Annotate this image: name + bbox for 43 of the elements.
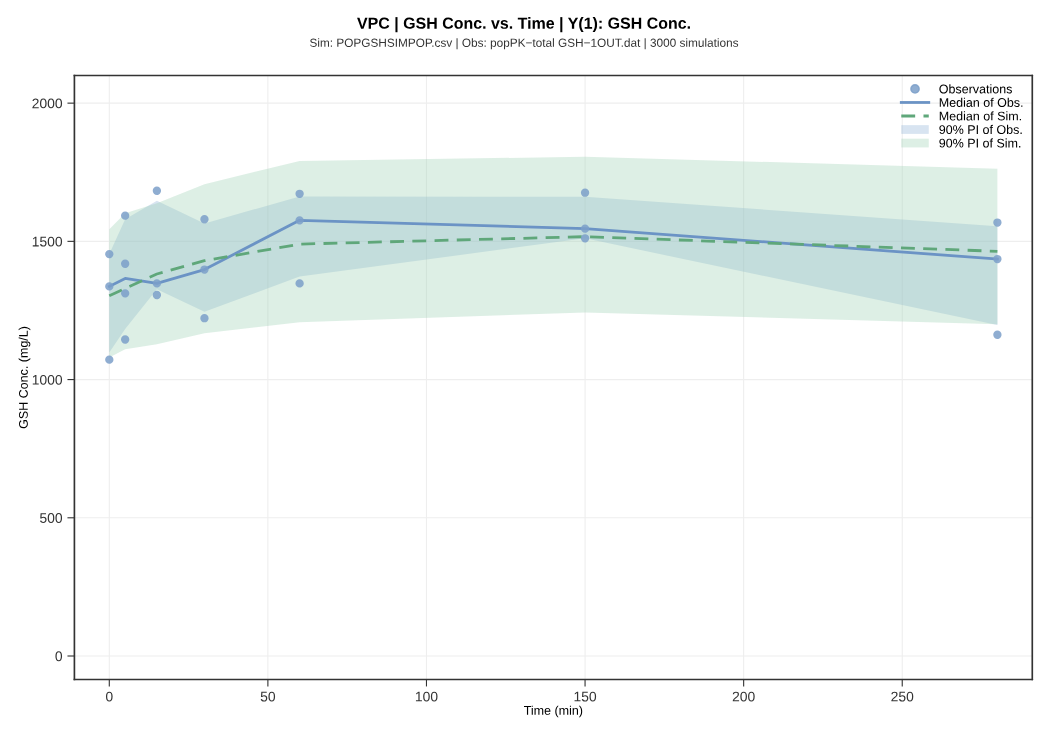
chart-subtitle: Sim: POPGSHSIMPOP.csv | Obs: popPK−total GSH−1OUT.dat | 3000 simulations [309, 38, 739, 50]
point [152, 186, 162, 195]
y-axis-title: GSH Conc. (mg/L) [18, 326, 31, 429]
x-tick-label: 250 [891, 691, 914, 702]
point [152, 290, 162, 300]
point [580, 234, 590, 243]
point [295, 279, 304, 288]
y-tick-label: 0 [55, 651, 63, 662]
legend-label: Median of Sim. [939, 111, 1021, 121]
y-tick-label: 1000 [32, 374, 63, 385]
point [993, 330, 1002, 339]
point [120, 211, 130, 220]
legend-label: 90% PI of Sim. [939, 138, 1021, 148]
x-tick-label: 100 [415, 691, 438, 702]
y-tick-label: 1500 [32, 236, 63, 247]
point [200, 215, 209, 224]
y-tick-label: 2000 [32, 98, 63, 109]
point [120, 289, 130, 298]
point [105, 282, 114, 291]
point [105, 249, 114, 259]
legend-label: Median of Obs. [939, 97, 1023, 107]
point [120, 259, 130, 268]
chart-title: VPC | GSH Conc. vs. Time | Y(1): GSH Conc. [357, 17, 690, 33]
point [200, 265, 209, 274]
point [105, 355, 114, 364]
point [295, 189, 304, 198]
point [295, 216, 304, 225]
x-tick-label: 200 [732, 691, 755, 702]
line-series [107, 235, 999, 298]
point [993, 218, 1002, 227]
y-tick-label: 500 [39, 513, 63, 523]
point [120, 335, 130, 344]
x-axis-title: Time (min) [524, 705, 583, 718]
point [580, 188, 590, 197]
x-tick-label: 50 [260, 691, 276, 702]
point [580, 224, 590, 233]
legend-label: Observations [939, 84, 1012, 94]
point [152, 279, 162, 288]
legend-label: 90% PI of Obs. [939, 124, 1022, 135]
point [200, 314, 209, 323]
x-tick-label: 0 [105, 691, 113, 702]
x-tick-label: 150 [574, 691, 597, 702]
point [993, 254, 1002, 264]
